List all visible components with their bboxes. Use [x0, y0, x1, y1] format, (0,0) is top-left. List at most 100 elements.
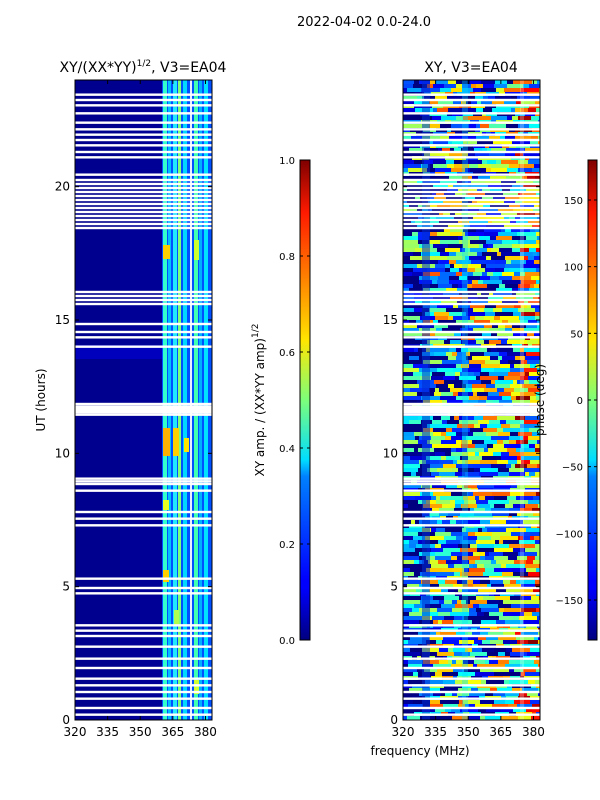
phase-cell [530, 460, 540, 464]
phase-cell [498, 604, 511, 608]
phase-cell [451, 492, 467, 496]
phase-cell [463, 520, 480, 524]
phase-cell [410, 568, 426, 572]
phase-cell [465, 168, 470, 172]
phase-cell [465, 340, 476, 344]
phase-cell [466, 600, 470, 604]
phase-cell [498, 208, 513, 212]
data-gap [75, 586, 212, 590]
phase-cell [524, 468, 540, 472]
phase-cell [505, 264, 523, 268]
phase-cell [510, 492, 524, 496]
phase-cell [403, 276, 419, 280]
phase-cell [448, 512, 460, 516]
phase-cell [450, 204, 467, 208]
phase-cell [481, 88, 496, 92]
phase-cell [438, 260, 449, 264]
phase-cell [534, 536, 540, 540]
phase-cell [510, 580, 516, 584]
phase-cell [463, 700, 480, 704]
phase-cell [427, 168, 435, 172]
phase-cell [426, 284, 438, 288]
phase-cell [416, 340, 427, 344]
phase-cell [457, 424, 474, 428]
phase-cell [465, 632, 472, 636]
phase-cell [510, 652, 527, 656]
phase-cell [433, 320, 438, 324]
phase-cell [461, 280, 472, 284]
phase-cell [429, 236, 434, 240]
phase-cell [493, 292, 512, 296]
phase-cell [538, 504, 540, 508]
phase-cell [513, 708, 526, 712]
phase-cell [484, 388, 497, 392]
phase-cell [441, 588, 448, 592]
phase-cell [478, 296, 488, 300]
phase-cell [526, 528, 540, 532]
data-gap [403, 510, 540, 514]
phase-cell [403, 664, 408, 668]
phase-cell [472, 280, 478, 284]
phase-cell [531, 716, 540, 720]
phase-cell [439, 648, 448, 652]
phase-cell [460, 572, 464, 576]
phase-cell [441, 604, 455, 608]
phase-cell [505, 196, 519, 200]
phase-cell [506, 520, 523, 524]
phase-cell [418, 216, 424, 220]
phase-cell [524, 348, 540, 352]
phase-cell [441, 392, 453, 396]
phase-cell [520, 376, 528, 380]
phase-cell [499, 248, 512, 252]
phase-cell [505, 652, 510, 656]
phase-cell [450, 148, 454, 152]
phase-cell [469, 324, 484, 328]
data-gap [75, 577, 212, 580]
phase-cell [481, 380, 491, 384]
phase-cell [449, 348, 456, 352]
phase-cell [485, 716, 501, 720]
phase-cell [427, 180, 440, 184]
phase-cell [423, 400, 442, 404]
phase-cell [470, 240, 486, 244]
phase-cell [513, 380, 517, 384]
phase-cell [433, 692, 441, 696]
phase-cell [495, 268, 504, 272]
x-axis-label: frequency (MHz) [370, 744, 469, 758]
phase-cell [457, 692, 469, 696]
data-gap [403, 133, 540, 136]
phase-cell [522, 224, 532, 228]
phase-cell [448, 184, 453, 188]
phase-cell [462, 588, 478, 592]
phase-cell [429, 588, 441, 592]
phase-colorbar-label: phase (deg) [533, 364, 547, 436]
phase-cell [522, 596, 531, 600]
phase-cell [483, 596, 495, 600]
data-gap [403, 402, 540, 406]
phase-cell [460, 540, 476, 544]
phase-cell [524, 300, 528, 304]
phase-cell [430, 96, 435, 100]
phase-cell [492, 704, 508, 708]
phase-cell [477, 140, 493, 144]
phase-cell [505, 136, 515, 140]
phase-cell [509, 436, 523, 440]
phase-cell [481, 100, 492, 104]
phase-cell [467, 288, 477, 292]
phase-cell [469, 692, 485, 696]
colorbar-tick-label: −100 [556, 529, 583, 540]
phase-cell [425, 604, 441, 608]
phase-cell [535, 212, 540, 216]
phase-cell [449, 176, 462, 180]
phase-cell [467, 204, 483, 208]
data-gap [403, 290, 540, 294]
phase-cell [501, 452, 509, 456]
phase-cell [511, 96, 517, 100]
phase-cell [456, 272, 462, 276]
phase-cell [418, 540, 425, 544]
phase-cell [449, 152, 468, 156]
phase-cell [414, 292, 422, 296]
phase-cell [464, 468, 474, 472]
colorbar-tick-label: 0.6 [279, 348, 295, 359]
phase-cell [403, 328, 419, 332]
